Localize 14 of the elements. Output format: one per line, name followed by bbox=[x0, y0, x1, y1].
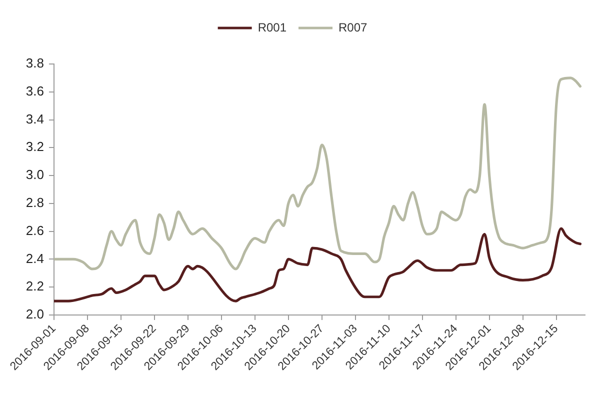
y-tick-label: 2.2 bbox=[26, 278, 44, 294]
legend-label: R001 bbox=[258, 20, 287, 34]
line-series bbox=[54, 227, 582, 302]
y-tick-label: 2.0 bbox=[26, 306, 44, 322]
y-tick-label: 3.4 bbox=[26, 111, 44, 126]
y-tick-label: 3.6 bbox=[26, 83, 44, 98]
y-tick-label: 2.8 bbox=[26, 195, 44, 210]
y-tick-label: 3.0 bbox=[26, 167, 44, 182]
line-series bbox=[54, 76, 582, 270]
y-tick-label: 2.6 bbox=[26, 222, 44, 238]
y-tick-label: 3.2 bbox=[26, 139, 44, 154]
y-tick-label: 2.4 bbox=[26, 250, 44, 266]
y-tick-label: 3.8 bbox=[26, 56, 44, 71]
legend-label: R007 bbox=[338, 20, 368, 34]
